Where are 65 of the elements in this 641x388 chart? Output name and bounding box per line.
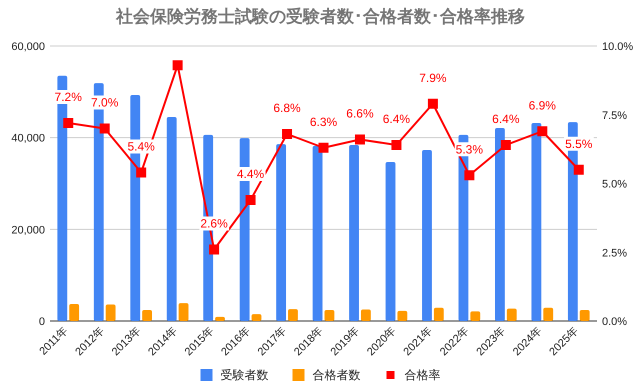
legend-label: 受験者数	[220, 368, 268, 382]
data-label: 5.5%	[565, 136, 593, 151]
y2-tick-label: 7.5%	[602, 110, 628, 122]
y2-tick-label: 5.0%	[602, 178, 628, 190]
data-label: 4.4%	[236, 167, 265, 181]
data-label: 6.4%	[492, 112, 520, 126]
bar	[531, 123, 542, 321]
point	[172, 60, 183, 70]
bar	[580, 310, 590, 321]
bar	[106, 304, 116, 321]
point	[391, 140, 402, 150]
point	[428, 98, 438, 109]
bar	[470, 311, 480, 321]
chart-title: 社会保険労務士試験の受験者数･合格者数･合格率推移	[115, 7, 525, 26]
point	[246, 195, 256, 205]
bar	[276, 144, 286, 321]
bar	[215, 316, 225, 321]
bar	[494, 128, 505, 321]
bar	[166, 117, 177, 321]
y-tick-label: 60,000	[11, 41, 45, 53]
data-label: 7.9%	[419, 70, 447, 85]
bar	[386, 162, 396, 321]
bar	[506, 308, 517, 321]
data-label: 6.4%	[382, 112, 410, 126]
point	[464, 170, 474, 180]
data-label: 6.3%	[310, 114, 338, 129]
point	[100, 124, 110, 134]
point	[354, 134, 365, 144]
bar	[434, 308, 444, 321]
bar	[69, 304, 80, 321]
bar	[397, 310, 408, 321]
data-label: 2.6%	[200, 216, 228, 230]
data-label: 6.6%	[346, 106, 374, 120]
point	[63, 118, 74, 128]
legend-label: 合格率	[404, 368, 440, 382]
y-tick-label: 0	[38, 316, 45, 328]
data-label: 5.3%	[456, 142, 484, 156]
bar	[178, 303, 188, 321]
bar	[360, 310, 371, 321]
point	[318, 142, 328, 153]
bar	[312, 146, 322, 321]
point	[500, 140, 511, 150]
y2-tick-label: 10.0%	[602, 41, 634, 53]
y-tick-label: 40,000	[11, 132, 45, 145]
legend-label: 合格者数	[312, 368, 360, 382]
data-label: 7.2%	[54, 90, 82, 104]
bar	[543, 308, 554, 321]
point	[209, 244, 220, 254]
bar	[422, 150, 432, 321]
point	[282, 129, 292, 139]
bar	[288, 309, 298, 321]
y2-tick-label: 2.5%	[602, 247, 628, 260]
y-tick-label: 20,000	[11, 224, 45, 236]
data-label: 5.4%	[127, 140, 156, 154]
y2-tick-label: 0.0%	[602, 316, 628, 328]
bar	[324, 310, 334, 321]
bar	[252, 314, 262, 321]
bar	[142, 310, 152, 321]
point	[136, 168, 146, 178]
bar	[349, 145, 359, 321]
data-label: 6.8%	[273, 101, 302, 115]
point	[537, 126, 548, 136]
data-label: 6.9%	[528, 98, 556, 112]
data-label: 7.0%	[91, 96, 119, 110]
point	[574, 164, 584, 175]
